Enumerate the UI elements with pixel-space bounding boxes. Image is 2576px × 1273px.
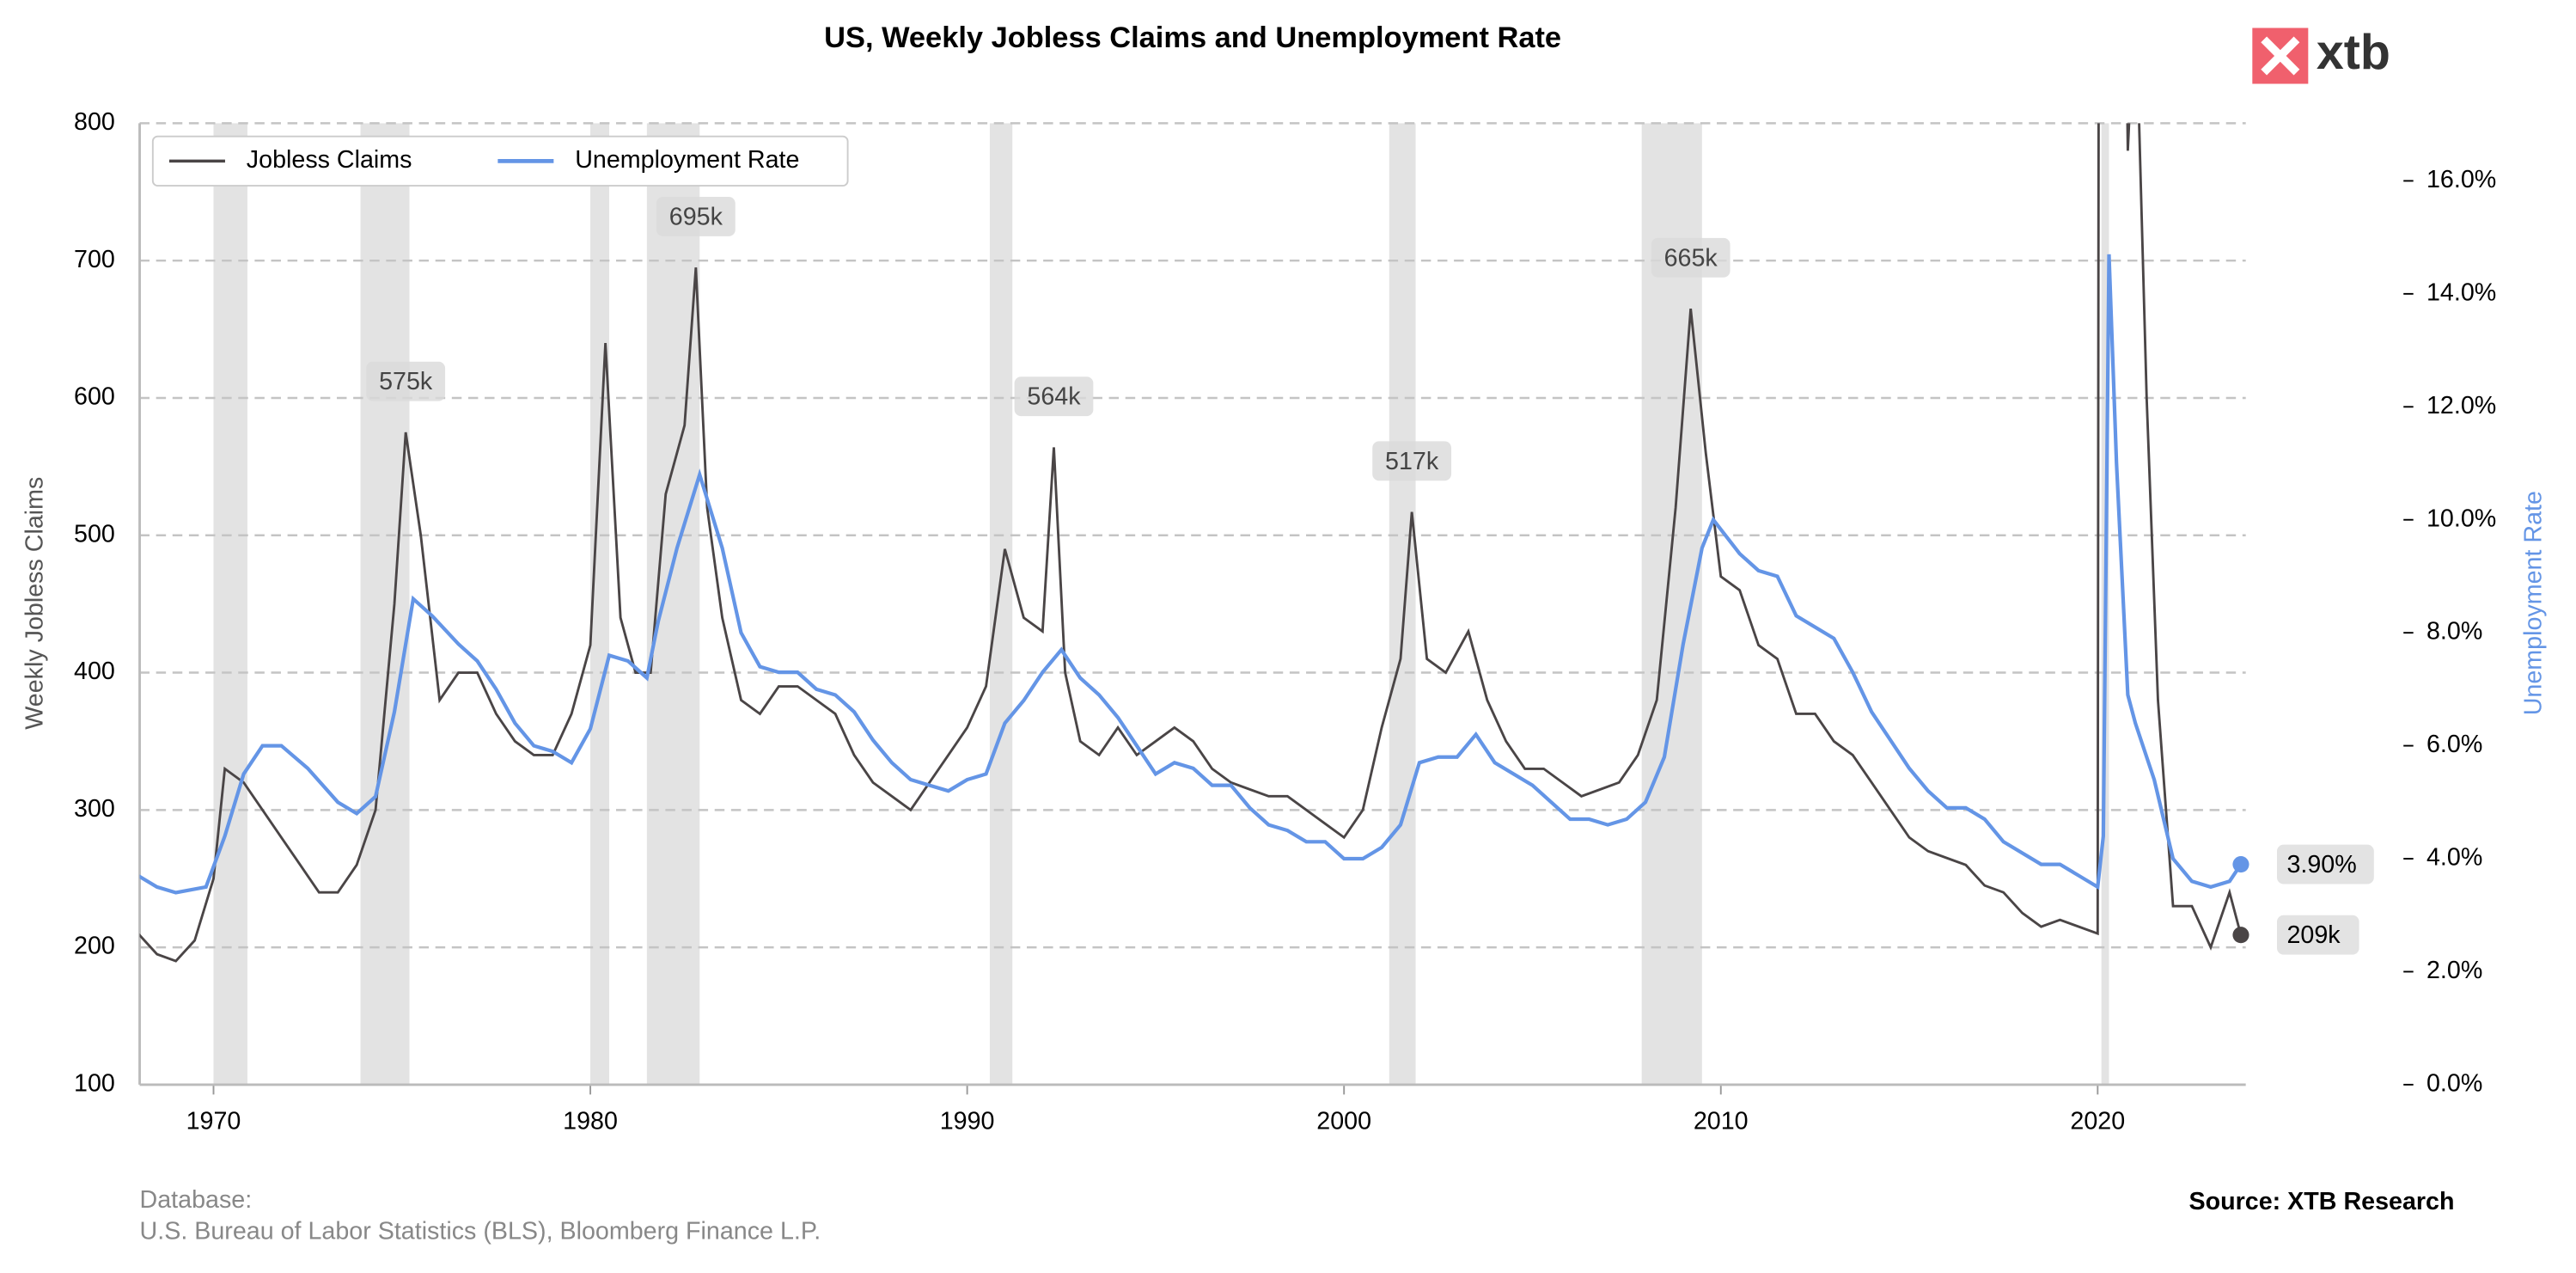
y-tick-label: 400 bbox=[74, 658, 115, 685]
x-tick-label: 2010 bbox=[1694, 1107, 1749, 1135]
y2-tick-label: 8.0% bbox=[2426, 618, 2482, 646]
y-tick-label: 800 bbox=[74, 108, 115, 136]
source: Source: XTB Research bbox=[2189, 1188, 2455, 1215]
annotation-label: 575k bbox=[379, 368, 433, 395]
annotation-label: 695k bbox=[669, 203, 723, 230]
recession-band bbox=[646, 123, 700, 1085]
y2-axis-label: Unemployment Rate bbox=[2520, 491, 2548, 715]
y2-tick-label: 10.0% bbox=[2426, 505, 2496, 532]
annotation-box bbox=[1014, 376, 1094, 417]
y-tick-label: 200 bbox=[74, 933, 115, 960]
annotation-box bbox=[1372, 441, 1452, 481]
y2-tick-label: 12.0% bbox=[2426, 392, 2496, 419]
end-label-box bbox=[2276, 844, 2374, 884]
y-tick-label: 100 bbox=[74, 1069, 115, 1097]
y2-tick-label: 4.0% bbox=[2426, 844, 2482, 872]
end-label-box bbox=[2276, 915, 2359, 955]
y2-tick-label: 0.0% bbox=[2426, 1069, 2482, 1097]
end-label: 3.90% bbox=[2286, 851, 2356, 878]
y-axis-label: Weekly Jobless Claims bbox=[21, 477, 49, 730]
y2-tick-label: 14.0% bbox=[2426, 278, 2496, 306]
x-tick-label: 1970 bbox=[186, 1107, 241, 1135]
end-dot bbox=[2232, 856, 2249, 873]
logo-cross bbox=[2261, 36, 2300, 76]
annotation-box bbox=[656, 196, 736, 236]
end-dot bbox=[2232, 927, 2249, 944]
chart-title: US, Weekly Jobless Claims and Unemployme… bbox=[824, 21, 1561, 54]
x-tick-label: 2000 bbox=[1316, 1107, 1371, 1135]
plot-area bbox=[139, 123, 2243, 963]
y2-tick-label: 6.0% bbox=[2426, 731, 2482, 758]
annotation-box bbox=[366, 361, 446, 401]
legend-label: Jobless Claims bbox=[247, 146, 412, 174]
y2-tick-label: 2.0% bbox=[2426, 957, 2482, 984]
recession-band bbox=[213, 123, 247, 1085]
legend-label: Unemployment Rate bbox=[575, 146, 799, 174]
x-tick-label: 2020 bbox=[2070, 1107, 2125, 1135]
recession-band bbox=[360, 123, 410, 1085]
annotation-label: 665k bbox=[1664, 244, 1718, 272]
y2-tick-label: 16.0% bbox=[2426, 166, 2496, 193]
database: U.S. Bureau of Labor Statistics (BLS), B… bbox=[140, 1218, 821, 1245]
database-title: Database: bbox=[140, 1186, 253, 1214]
annotation-label: 564k bbox=[1027, 383, 1081, 411]
y-tick-label: 500 bbox=[74, 520, 115, 548]
recession-band bbox=[1389, 123, 1416, 1085]
y-tick-label: 600 bbox=[74, 383, 115, 411]
logo: xtb bbox=[2252, 25, 2390, 84]
series-line bbox=[139, 123, 2243, 963]
series-line bbox=[139, 254, 2243, 895]
y-tick-label: 700 bbox=[74, 246, 115, 273]
y-tick-label: 300 bbox=[74, 795, 115, 823]
x-tick-label: 1990 bbox=[940, 1107, 995, 1135]
logo-text: xtb bbox=[2317, 25, 2390, 80]
end-label: 209k bbox=[2286, 921, 2341, 949]
annotation-box bbox=[1651, 237, 1731, 278]
legend: Jobless Claims Unemployment Rate bbox=[151, 135, 849, 187]
annotation-label: 517k bbox=[1385, 448, 1439, 475]
x-tick-label: 1980 bbox=[563, 1107, 618, 1135]
recession-band bbox=[989, 123, 1013, 1085]
